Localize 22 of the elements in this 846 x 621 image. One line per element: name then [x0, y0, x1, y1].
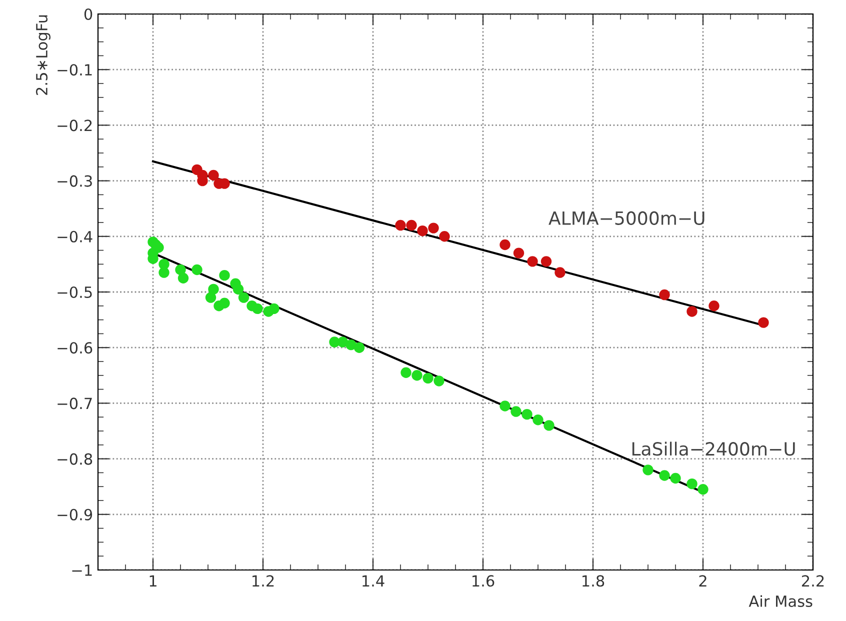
y-tick-label: −0.7	[58, 398, 92, 410]
x-tick-label: 2.2	[802, 575, 824, 586]
annotation: ALMA−5000m−U	[548, 211, 704, 225]
y-tick-label: −0.3	[58, 175, 92, 187]
annotation: LaSilla−2400m−U	[632, 442, 795, 456]
y-tick-label: −1	[72, 564, 92, 576]
x-tick-label: 1.6	[472, 575, 494, 587]
x-tick-label: 1	[150, 575, 156, 586]
y-tick-label: −0.1	[58, 64, 92, 76]
y-tick-label: −0.4	[58, 230, 92, 242]
x-axis-title: Air Mass	[748, 595, 812, 608]
x-tick-label: 1.8	[582, 575, 604, 587]
x-tick-label: 1.4	[362, 575, 384, 586]
y-tick-label: −0.5	[58, 286, 92, 298]
y-tick-label: −0.6	[58, 342, 92, 354]
y-tick-label: −0.9	[58, 508, 92, 520]
y-tick-label: −0.2	[58, 120, 92, 132]
y-axis-title: 2.5∗LogFu	[36, 15, 50, 95]
x-tick-label: 1.2	[252, 575, 274, 586]
y-tick-label: 0	[84, 8, 92, 20]
y-tick-label: −0.8	[58, 453, 92, 465]
x-tick-label: 2	[699, 575, 706, 586]
